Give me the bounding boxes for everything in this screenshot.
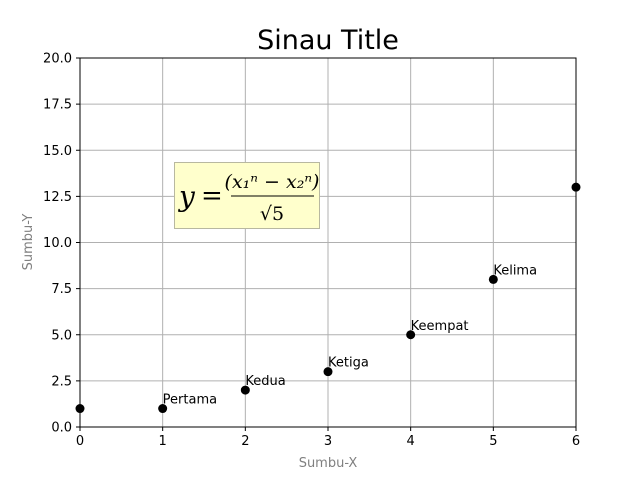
y-tick-label: 20.0: [43, 52, 72, 67]
x-tick-label: 6: [572, 434, 580, 449]
x-axis-label: Sumbu-X: [299, 456, 358, 471]
x-tick-label: 2: [241, 434, 249, 449]
plot-frame: [79, 57, 577, 428]
y-tick-label: 0.0: [51, 421, 72, 436]
formula-numerator: (x₁ⁿ − x₂ⁿ): [225, 171, 320, 193]
y-tick-label: 5.0: [51, 328, 72, 343]
y-tick-label: 15.0: [43, 144, 72, 159]
chart-title: Sinau Title: [257, 25, 399, 56]
point-label: Kelima: [493, 263, 537, 278]
x-tick-label: 4: [407, 434, 415, 449]
y-tick-label: 17.5: [43, 98, 72, 113]
point-labels: Pertama Kedua Ketiga Keempat Kelima: [163, 263, 537, 407]
x-tick-label: 0: [76, 434, 84, 449]
data-point: [75, 404, 85, 414]
formula-box: y = (x₁ⁿ − x₂ⁿ) √5: [174, 162, 320, 229]
formula-equals: =: [201, 181, 223, 211]
data-point: [323, 367, 333, 377]
data-point: [488, 274, 498, 284]
data-point: [240, 385, 250, 395]
formula-denominator: √5: [260, 203, 284, 225]
axis-ticks: 0 1 2 3 4 5 6 0.0 2.5 5.0 7.5 10.0 12.5 15.0 17.5 20.0: [43, 52, 580, 450]
x-tick-label: 1: [159, 434, 167, 449]
y-axis-label: Sumbu-Y: [21, 214, 36, 271]
point-label: Keempat: [411, 319, 469, 334]
data-point: [571, 182, 581, 192]
x-tick-label: 3: [324, 434, 332, 449]
point-label: Pertama: [163, 393, 217, 408]
y-tick-label: 10.0: [43, 236, 72, 251]
grid: [79, 57, 577, 428]
data-point: [158, 404, 168, 414]
y-tick-label: 7.5: [51, 282, 72, 297]
y-tick-label: 2.5: [51, 374, 72, 389]
point-label: Ketiga: [328, 356, 369, 371]
data-points: [75, 182, 581, 414]
formula-lhs: y: [177, 180, 196, 213]
point-label: Kedua: [245, 374, 285, 389]
y-tick-label: 12.5: [43, 190, 72, 205]
x-tick-label: 5: [489, 434, 497, 449]
data-point: [406, 330, 416, 340]
